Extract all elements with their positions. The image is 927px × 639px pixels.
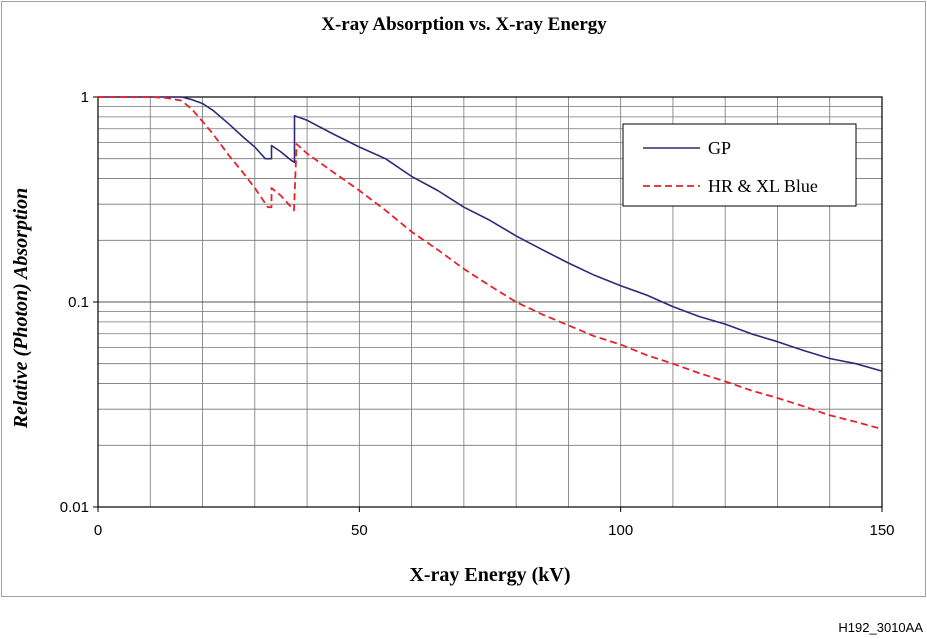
legend-box — [622, 123, 857, 207]
axis-ticks: 0 50 100 150 0.01 0.1 1 — [60, 89, 895, 539]
chart-title: X-ray Absorption vs. X-ray Energy — [321, 14, 607, 35]
x-tick-label: 100 — [608, 522, 633, 539]
y-axis-title: Relative (Photon) Absorption — [10, 188, 32, 429]
x-tick-label: 150 — [869, 522, 894, 539]
x-tick-label: 50 — [351, 522, 368, 539]
y-tick-label: 0.01 — [60, 499, 89, 516]
series-line-hr-xl-blue — [98, 96, 883, 430]
chart: X-ray Absorption vs. X-ray Energy 0 50 100… — [10, 14, 895, 586]
legend: GP HR & XL Blue — [622, 123, 857, 207]
series-lines — [98, 96, 883, 430]
legend-label-hr-xl-blue: HR & XL Blue — [708, 176, 818, 196]
figure-code: H192_3010AA — [838, 620, 923, 635]
x-axis-title: X-ray Energy (kV) — [409, 564, 570, 586]
series-line-gp — [98, 96, 883, 372]
x-tick-label: 0 — [94, 522, 102, 539]
y-tick-label: 1 — [81, 89, 89, 106]
legend-label-gp: GP — [708, 138, 731, 158]
y-tick-label: 0.1 — [68, 294, 89, 311]
figure-frame — [1, 1, 926, 597]
